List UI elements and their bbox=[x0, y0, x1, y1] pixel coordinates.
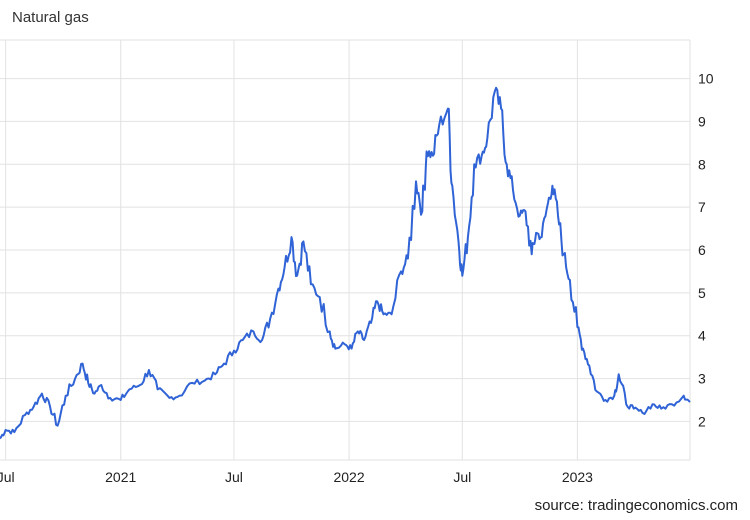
x-tick-label: 2021 bbox=[105, 469, 136, 485]
series-layer bbox=[0, 86, 691, 440]
x-axis-ticks: Jul 2021 Jul 2022 Jul 2023 bbox=[0, 469, 593, 485]
x-tick-label: 2022 bbox=[333, 469, 364, 485]
y-tick-label: 5 bbox=[698, 285, 706, 301]
y-tick-label: 3 bbox=[698, 371, 706, 387]
gridlines bbox=[0, 39, 691, 461]
x-tick-label: Jul bbox=[453, 469, 471, 485]
y-tick-label: 4 bbox=[698, 328, 706, 344]
series-line-natural-gas bbox=[0, 86, 691, 440]
source-label: source: tradingeconomics.com bbox=[534, 497, 738, 514]
x-tick-label: Jul bbox=[225, 469, 243, 485]
y-tick-label: 6 bbox=[698, 242, 706, 258]
y-tick-label: 10 bbox=[698, 71, 714, 87]
x-tick-label: Jul bbox=[0, 469, 15, 485]
y-tick-label: 9 bbox=[698, 113, 706, 129]
y-tick-label: 7 bbox=[698, 199, 706, 215]
y-tick-label: 2 bbox=[698, 413, 706, 429]
chart-title: Natural gas bbox=[12, 9, 89, 26]
x-tick-label: 2023 bbox=[562, 469, 593, 485]
y-tick-label: 8 bbox=[698, 156, 706, 172]
y-axis-ticks: 2 3 4 5 6 7 8 9 10 bbox=[698, 71, 714, 430]
